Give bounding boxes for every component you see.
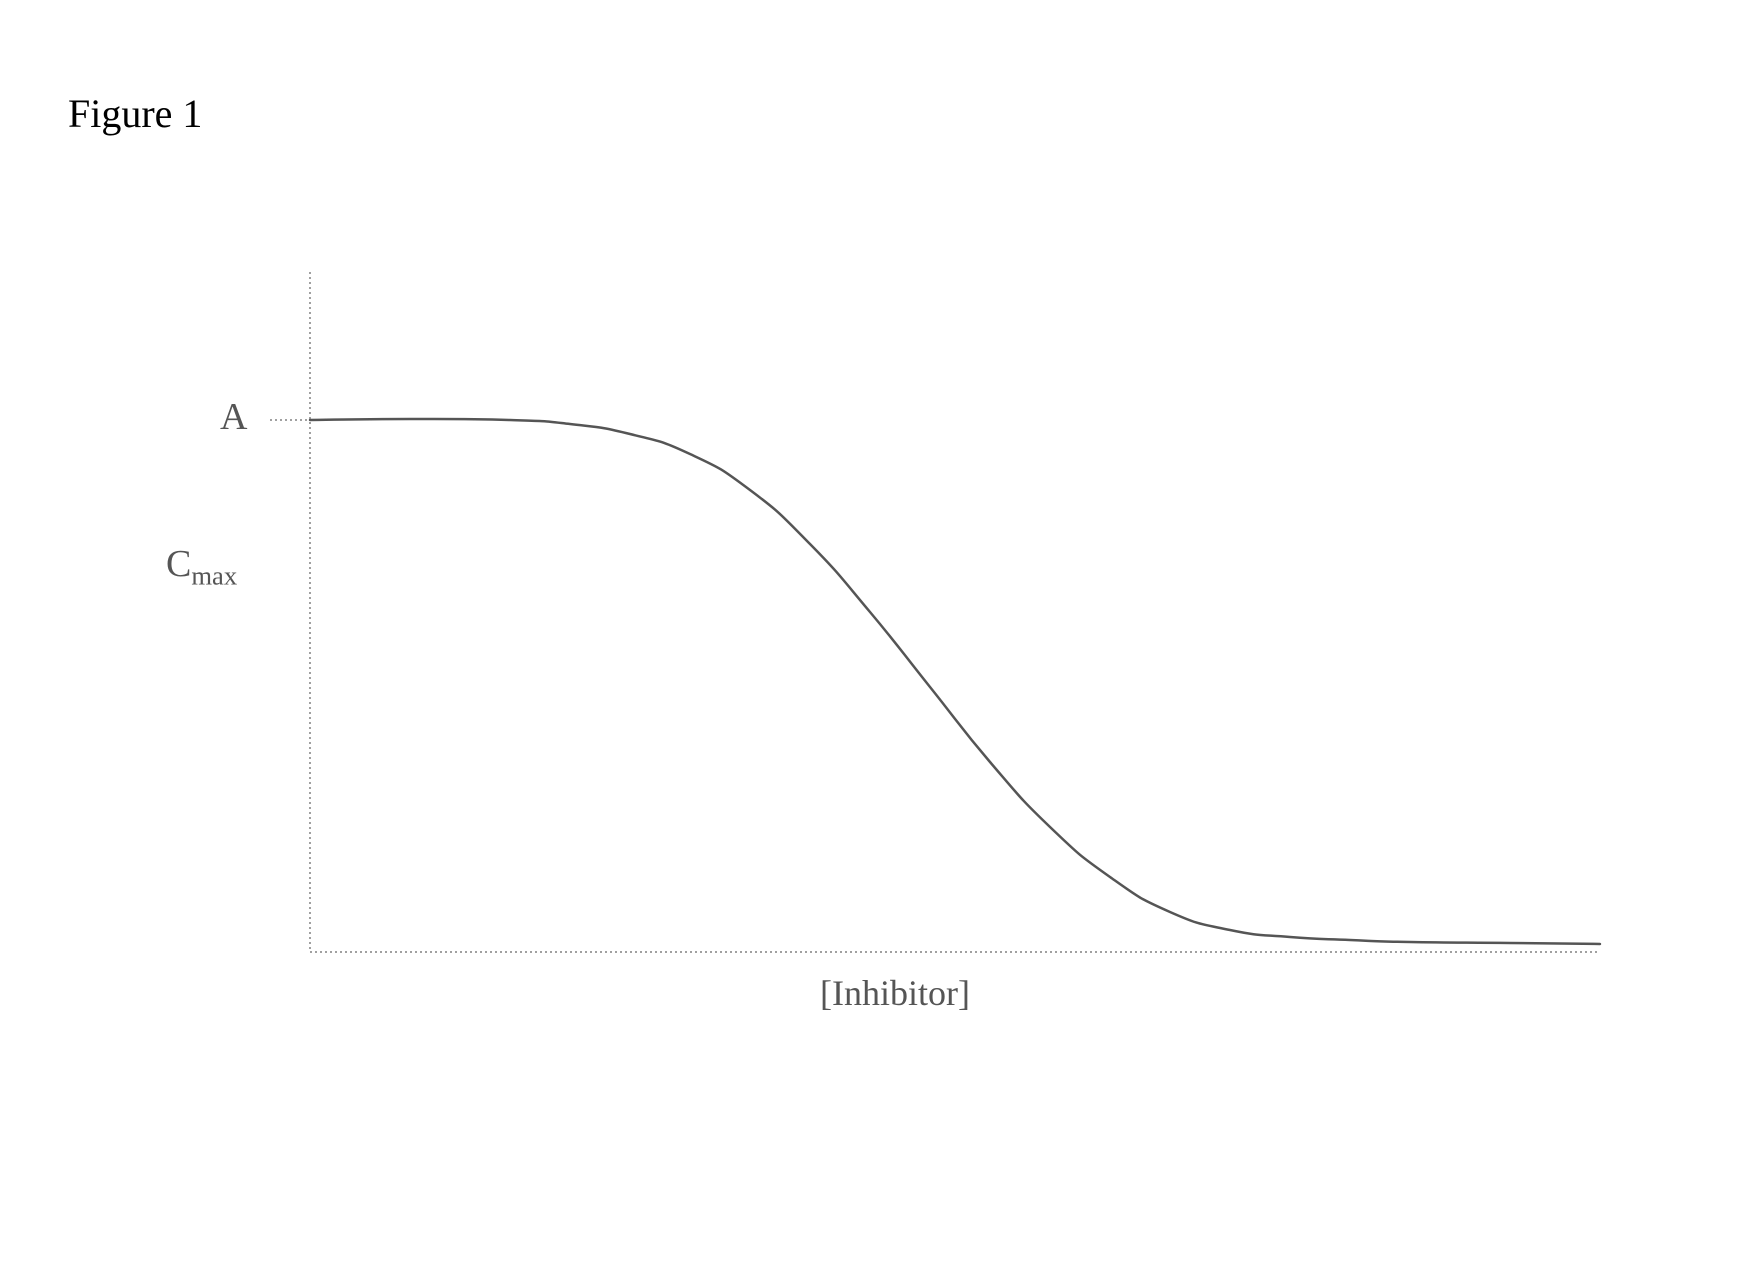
figure-title: Figure 1 <box>68 90 202 137</box>
x-axis-label: [Inhibitor] <box>820 972 970 1014</box>
y-axis-tick-label-A: A <box>220 395 247 439</box>
y-axis-label-sub: max <box>191 561 237 591</box>
chart-svg <box>310 272 1600 952</box>
y-axis-label-base: C <box>166 543 191 585</box>
y-axis-label-cmax: Cmax <box>166 542 237 592</box>
chart-plot-area <box>310 272 1600 952</box>
